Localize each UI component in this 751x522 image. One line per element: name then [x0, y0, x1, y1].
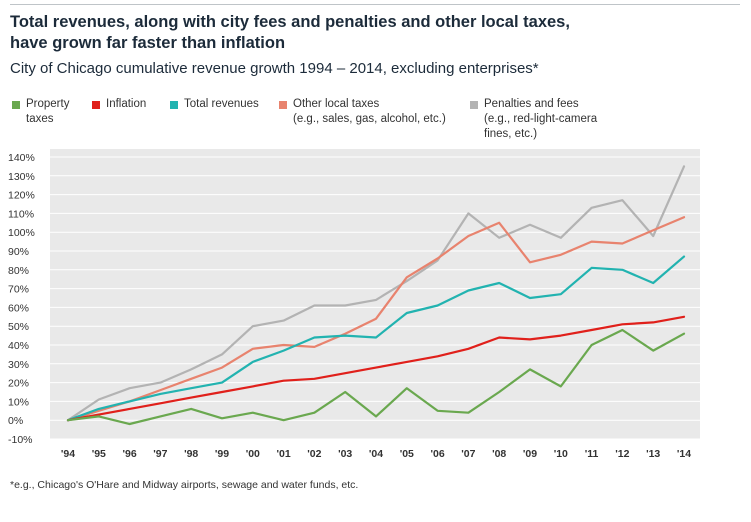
legend-item-property-taxes: Property taxes [12, 97, 69, 127]
legend-swatch-total-revenues [170, 101, 178, 109]
legend-swatch-property-taxes [12, 101, 20, 109]
legend-note-other-local-taxes: (e.g., sales, gas, alcohol, etc.) [293, 113, 446, 125]
y-tick-label: 10% [8, 396, 29, 408]
y-tick-label: 70% [8, 284, 29, 296]
y-tick-label: 60% [8, 302, 29, 314]
x-tick-label: '04 [369, 448, 383, 460]
x-tick-label: '12 [615, 448, 629, 460]
legend-item-total-revenues: Total revenues [170, 97, 259, 112]
legend-item-penalties-and-fees: Penalties and fees (e.g., red-light-came… [470, 97, 620, 142]
x-tick-label: '00 [246, 448, 260, 460]
legend-swatch-other-local-taxes [279, 101, 287, 109]
legend-note-property-taxes: taxes [26, 113, 54, 125]
x-tick-label: '10 [554, 448, 568, 460]
x-tick-label: '08 [492, 448, 506, 460]
x-tick-label: '98 [184, 448, 198, 460]
x-tick-label: '96 [123, 448, 137, 460]
y-tick-label: 120% [8, 190, 35, 202]
series-line-other-local-taxes [66, 216, 686, 422]
x-tick-label: '02 [307, 448, 321, 460]
y-tick-label: 0% [8, 415, 23, 427]
chart-subtitle: City of Chicago cumulative revenue growt… [10, 60, 539, 77]
legend-label-total-revenues: Total revenues [184, 98, 259, 110]
legend-label-property-taxes: Property [26, 98, 70, 110]
x-tick-label: '03 [338, 448, 352, 460]
legend-item-inflation: Inflation [92, 97, 146, 112]
x-tick-label: '14 [677, 448, 691, 460]
y-tick-label: 140% [8, 152, 35, 164]
y-tick-label: 110% [8, 208, 34, 220]
series-line-property [66, 328, 686, 426]
x-tick-label: '99 [215, 448, 229, 460]
chart-title-line-1: Total revenues, along with city fees and… [10, 13, 570, 31]
chart-title-line-2: have grown far faster than inflation [10, 34, 286, 52]
x-tick-label: '97 [153, 448, 167, 460]
legend-swatch-penalties-and-fees [470, 101, 478, 109]
legend-swatch-inflation [92, 101, 100, 109]
legend-note-penalties-and-fees: (e.g., red-light-camera fines, etc.) [484, 113, 598, 140]
x-tick-label: '13 [646, 448, 660, 460]
x-tick-label: '05 [400, 448, 414, 460]
chart-title: Total revenues, along with city fees and… [10, 12, 740, 54]
legend-label-other-local-taxes: Other local taxes [293, 98, 380, 110]
y-tick-label: 50% [8, 321, 29, 333]
y-tick-label: 90% [8, 246, 29, 258]
y-tick-label: -10% [8, 434, 33, 446]
series-line-inflation [66, 315, 686, 422]
legend-label-penalties-and-fees: Penalties and fees [484, 98, 579, 110]
x-tick-label: '06 [431, 448, 445, 460]
y-tick-label: 30% [8, 359, 29, 371]
top-rule [10, 4, 740, 5]
x-tick-label: '07 [461, 448, 475, 460]
y-tick-label: 100% [8, 227, 35, 239]
series-line-penalties-and-fees [66, 165, 686, 422]
series-line-total-revenues [66, 255, 686, 422]
footnote: *e.g., Chicago's O'Hare and Midway airpo… [10, 479, 359, 491]
legend-label-inflation: Inflation [106, 98, 147, 110]
x-tick-label: '01 [277, 448, 291, 460]
y-tick-label: 130% [8, 171, 35, 183]
x-tick-label: '09 [523, 448, 537, 460]
y-tick-label: 80% [8, 265, 29, 277]
y-tick-label: 20% [8, 378, 29, 390]
y-tick-label: 40% [8, 340, 29, 352]
legend-item-other-local-taxes: Other local taxes (e.g., sales, gas, alc… [279, 97, 446, 127]
x-tick-label: '94 [61, 448, 75, 460]
x-tick-label: '95 [92, 448, 106, 460]
x-tick-label: '11 [585, 448, 599, 460]
